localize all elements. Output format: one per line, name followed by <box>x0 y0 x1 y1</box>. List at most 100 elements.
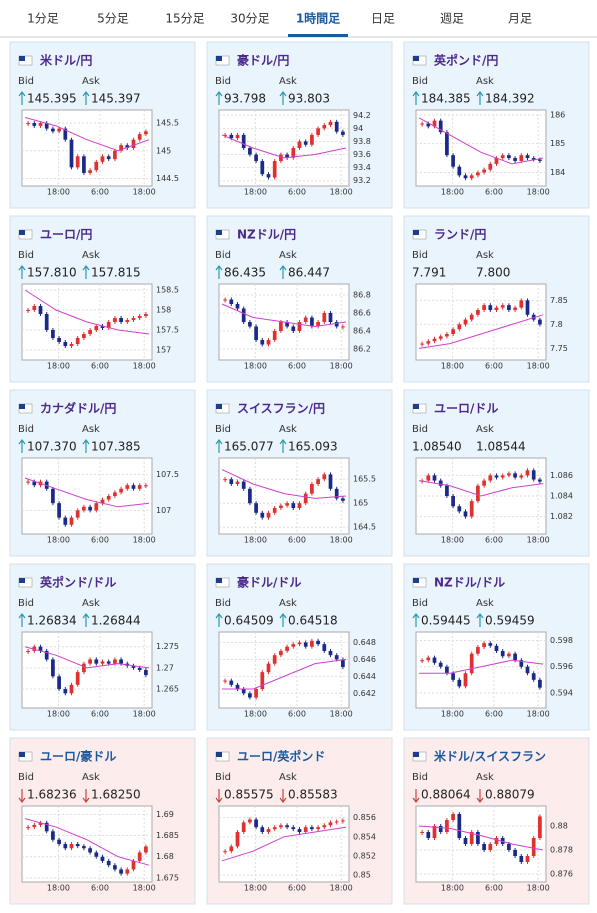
candle <box>44 314 49 330</box>
candle <box>88 848 92 853</box>
pair-name: ユーロ/円 <box>40 228 92 242</box>
candle <box>420 660 424 662</box>
rate-card[interactable]: ユーロ/豪ドル Bid Ask 1.68236 1.68250 1.675 1.68 1.68… <box>9 737 196 905</box>
rate-card[interactable]: 米ドル/スイスフラン Bid Ask 0.88064 0.88079 0.876 0.878… <box>403 737 590 905</box>
bid-value: 7.791 <box>412 266 446 280</box>
tab[interactable]: 30分足 <box>230 12 269 26</box>
chart-frame <box>21 805 153 883</box>
y-tick-label: 1.68 <box>156 852 174 861</box>
rate-card[interactable]: 米ドル/円 Bid Ask 145.395 145.397 144.5 145 145.5 18… <box>9 41 196 209</box>
bid-label: Bid <box>18 76 34 87</box>
candle <box>51 488 55 504</box>
candle <box>538 479 542 482</box>
y-tick-label: 144.5 <box>156 174 179 183</box>
candle <box>260 161 265 175</box>
tab[interactable]: 月足 <box>508 12 532 26</box>
x-tick-label: 18:00 <box>47 710 70 719</box>
candle <box>500 475 505 478</box>
bid-value: 86.435 <box>224 266 266 280</box>
y-tick-label: 164.5 <box>353 523 376 532</box>
y-tick-label: 165.5 <box>353 475 376 484</box>
trend-arrow <box>82 613 90 627</box>
candle <box>457 814 462 838</box>
candle <box>538 159 542 161</box>
tab[interactable]: 日足 <box>371 12 395 26</box>
candle <box>420 123 424 125</box>
rate-card[interactable]: 豪ドル/ドル Bid Ask 0.64509 0.64518 0.642 0.644 0.64… <box>206 563 393 731</box>
bid-value: 165.077 <box>224 440 274 454</box>
candle <box>494 475 499 478</box>
rate-card[interactable]: ユーロ/英ポンド Bid Ask 0.85575 0.85583 0.85 0.852 0.8… <box>206 737 393 905</box>
candle <box>144 131 148 135</box>
candle <box>488 475 493 481</box>
rate-card[interactable]: ユーロ/円 Bid Ask 157.810 157.815 157 157.5 158 158.… <box>9 215 196 383</box>
candle <box>469 501 474 517</box>
rate-card[interactable]: スイスフラン/円 Bid Ask 165.077 165.093 164.5 165 165.… <box>206 389 393 557</box>
candle <box>125 869 130 874</box>
rate-card[interactable]: 英ポンド/ドル Bid Ask 1.26834 1.26844 1.265 1.27 1.27… <box>9 563 196 731</box>
candle <box>451 673 455 680</box>
moving-average <box>24 289 150 335</box>
y-tick-label: 157 <box>156 346 171 355</box>
rate-card[interactable]: NZドル/ドル Bid Ask 0.59445 0.59459 0.594 0.596 0.5… <box>403 563 590 731</box>
candle <box>303 493 308 504</box>
ask-value: 0.85583 <box>288 788 338 802</box>
candle <box>519 155 524 161</box>
candle <box>426 832 431 838</box>
y-tick-label: 1.082 <box>550 512 573 521</box>
candle <box>75 338 80 344</box>
ask-value: 1.08544 <box>476 440 526 454</box>
bid-label: Bid <box>18 250 34 261</box>
candle <box>463 175 468 179</box>
candle <box>279 650 283 656</box>
ask-label: Ask <box>279 424 297 435</box>
x-tick-label: 18:00 <box>330 710 353 719</box>
candle <box>88 506 92 511</box>
x-tick-label: 6:00 <box>485 710 503 719</box>
rate-card[interactable]: ユーロ/ドル Bid Ask 1.08540 1.08544 1.082 1.084 1.08… <box>403 389 590 557</box>
rate-card[interactable]: ランド/円 Bid Ask 7.791 7.800 7.75 7.8 7.85 18:00 6:0… <box>403 215 590 383</box>
tab[interactable]: 1時間足 <box>296 11 340 26</box>
ask-value: 86.447 <box>288 266 330 280</box>
x-tick-label: 18:00 <box>47 362 70 371</box>
candle <box>248 322 252 327</box>
pair-name: ユーロ/ドル <box>434 402 498 416</box>
candle <box>100 661 105 664</box>
x-tick-label: 18:00 <box>527 362 550 371</box>
trend-arrow <box>82 91 90 105</box>
y-tick-label: 93.4 <box>353 163 371 172</box>
ask-label: Ask <box>476 424 494 435</box>
x-tick-label: 18:00 <box>441 188 464 197</box>
tab[interactable]: 週足 <box>440 12 464 26</box>
y-tick-label: 93.8 <box>353 137 371 146</box>
candle <box>113 150 117 160</box>
tab[interactable]: 15分足 <box>165 12 204 26</box>
tab[interactable]: 5分足 <box>97 12 129 26</box>
rate-card[interactable]: カナダドル/円 Bid Ask 107.370 107.385 107 107.5 18:00… <box>9 389 196 557</box>
rate-card[interactable]: NZドル/円 Bid Ask 86.435 86.447 86.2 86.4 86.6 86.8… <box>206 215 393 383</box>
flag-mark <box>216 752 222 757</box>
candle <box>75 844 80 847</box>
candle <box>494 158 499 164</box>
candle <box>519 475 524 478</box>
candle <box>285 154 289 158</box>
candle <box>507 653 511 657</box>
ask-label: Ask <box>82 598 100 609</box>
x-tick-label: 6:00 <box>485 362 503 371</box>
bid-label: Bid <box>412 250 428 261</box>
rate-card[interactable]: 英ポンド/円 Bid Ask 184.385 184.392 184 185 186 18:00… <box>403 41 590 209</box>
y-tick-label: 0.644 <box>353 672 376 681</box>
y-tick-label: 7.85 <box>550 296 568 305</box>
rate-card[interactable]: 豪ドル/円 Bid Ask 93.798 93.803 93.2 93.4 93.6 93.8 9… <box>206 41 393 209</box>
candle <box>57 676 61 690</box>
ask-value: 0.88079 <box>485 788 535 802</box>
candle <box>291 644 296 647</box>
ask-value: 184.392 <box>485 92 535 106</box>
candle <box>32 123 37 126</box>
tab[interactable]: 1分足 <box>27 12 59 26</box>
x-tick-label: 18:00 <box>133 188 156 197</box>
candle <box>463 838 468 844</box>
candle <box>75 156 80 168</box>
ask-value: 0.59459 <box>485 614 535 628</box>
